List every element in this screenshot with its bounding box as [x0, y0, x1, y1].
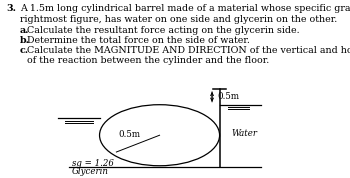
Text: Calculate the MAGNITUDE AND DIRECTION of the vertical and horizontal components: Calculate the MAGNITUDE AND DIRECTION of…	[27, 46, 350, 55]
Text: 0.5m: 0.5m	[217, 92, 239, 101]
Text: 0.5m: 0.5m	[119, 130, 141, 139]
Text: c.: c.	[20, 46, 29, 55]
Text: rightmost figure, has water on one side and glycerin on the other.: rightmost figure, has water on one side …	[20, 15, 337, 24]
Text: Water: Water	[232, 129, 258, 138]
Text: Calculate the resultant force acting on the glycerin side.: Calculate the resultant force acting on …	[27, 26, 300, 35]
Text: 3.: 3.	[6, 4, 16, 13]
Text: Determine the total force on the side of water.: Determine the total force on the side of…	[27, 36, 250, 45]
Text: A 1.5m long cylindrical barrel made of a material whose specific gravity is 3.8,: A 1.5m long cylindrical barrel made of a…	[20, 4, 350, 13]
Text: Glycerin: Glycerin	[72, 167, 109, 176]
Text: sg = 1.26: sg = 1.26	[72, 159, 114, 168]
Text: b.: b.	[20, 36, 30, 45]
Text: a.: a.	[20, 26, 29, 35]
Text: of the reaction between the cylinder and the floor.: of the reaction between the cylinder and…	[27, 56, 269, 65]
